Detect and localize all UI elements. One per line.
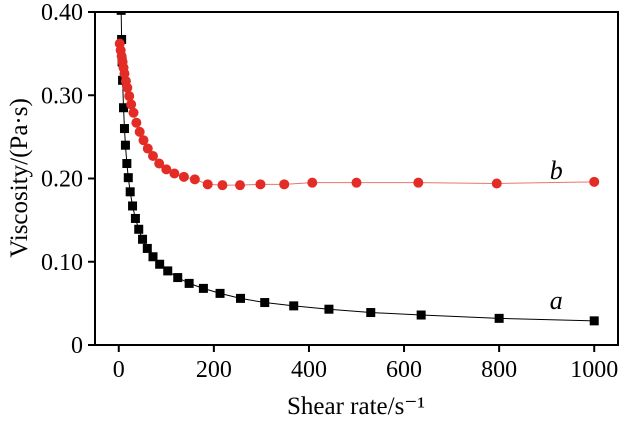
data-point-b: [235, 180, 246, 191]
data-point-a: [148, 252, 158, 262]
data-point-b: [138, 135, 149, 146]
series-annotation-b: b: [550, 156, 563, 185]
data-point-a: [119, 124, 129, 134]
data-point-a: [198, 283, 208, 293]
data-point-a: [173, 273, 183, 283]
data-point-b: [217, 180, 228, 191]
data-point-a: [494, 313, 504, 323]
y-tick-label: 0: [71, 333, 83, 359]
data-point-b: [178, 171, 189, 182]
data-point-a: [116, 12, 126, 15]
x-tick-label: 1000: [570, 357, 618, 383]
y-tick-label: 0.30: [41, 83, 83, 109]
data-point-a: [366, 308, 376, 318]
y-tick-label: 0.40: [41, 0, 83, 26]
data-point-b: [128, 107, 139, 118]
data-point-a: [120, 140, 130, 150]
data-point-a: [138, 234, 148, 244]
x-tick-label: 800: [481, 357, 517, 383]
data-point-b: [169, 168, 180, 179]
series-annotation-a: a: [550, 286, 563, 315]
data-point-b: [351, 177, 362, 188]
x-tick-label: 0: [113, 357, 125, 383]
series-a-line: [120, 12, 595, 322]
data-point-b: [202, 179, 213, 190]
data-point-b: [131, 117, 142, 128]
x-axis-title: Shear rate/s⁻¹: [287, 393, 425, 420]
data-point-a: [416, 310, 426, 320]
data-point-b: [148, 151, 159, 162]
series-a: [116, 12, 599, 326]
data-point-a: [184, 278, 194, 288]
data-point-b: [126, 99, 137, 110]
data-point-a: [163, 266, 173, 276]
data-point-a: [589, 316, 599, 326]
data-point-a: [123, 173, 133, 183]
data-point-b: [119, 68, 130, 79]
data-point-a: [324, 304, 334, 314]
data-point-b: [307, 177, 318, 188]
x-tick-label: 400: [291, 357, 327, 383]
data-point-b: [124, 91, 135, 102]
data-point-a: [125, 187, 135, 197]
series-b-line: [119, 43, 595, 186]
data-point-b: [122, 82, 133, 93]
data-point-a: [142, 243, 152, 253]
y-tick-label: 0.10: [41, 250, 83, 276]
data-point-a: [260, 298, 270, 308]
data-point-b: [134, 126, 145, 137]
data-point-b: [161, 164, 172, 175]
data-point-a: [155, 259, 165, 269]
data-point-b: [589, 176, 600, 187]
y-tick-label: 0.20: [41, 167, 83, 193]
data-point-b: [491, 178, 502, 189]
chart-plot-group: 0 200 400 600 800 1000 0 0.10 0.20 0.30 0.40 a b: [41, 0, 619, 383]
x-tick-label: 600: [386, 357, 422, 383]
y-axis-title: Viscosity/(Pa·s): [6, 98, 33, 258]
data-point-b: [413, 177, 424, 188]
data-point-a: [128, 201, 138, 211]
data-point-b: [255, 179, 266, 190]
data-point-b: [142, 143, 153, 154]
data-point-a: [235, 293, 245, 303]
data-point-a: [119, 103, 129, 113]
data-point-a: [215, 288, 225, 298]
data-point-a: [122, 159, 132, 169]
data-point-a: [130, 213, 140, 223]
data-point-a: [289, 301, 299, 311]
data-point-b: [189, 174, 200, 185]
data-point-b: [279, 179, 290, 190]
data-point-a: [134, 224, 144, 234]
x-tick-label: 200: [196, 357, 232, 383]
series-b: [114, 38, 600, 191]
data-point-b: [154, 158, 165, 169]
